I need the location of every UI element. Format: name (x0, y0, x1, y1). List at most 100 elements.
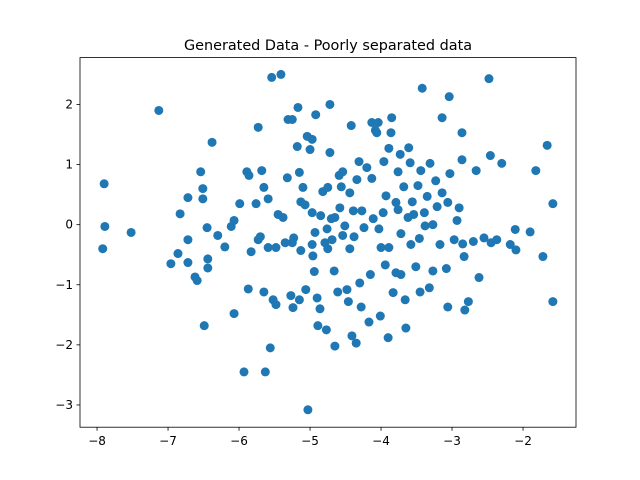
point (220, 242, 230, 252)
y-tick-label: 1 (65, 158, 73, 172)
point (538, 252, 548, 262)
point (308, 251, 318, 261)
point (307, 208, 317, 218)
point (437, 188, 447, 198)
point (260, 367, 270, 377)
point (511, 245, 521, 255)
point (259, 287, 269, 297)
y-tick-label: −1 (55, 278, 73, 292)
point (393, 167, 403, 177)
point (404, 143, 414, 153)
point (419, 208, 429, 218)
point (263, 243, 273, 253)
point (356, 302, 366, 312)
point (198, 184, 208, 194)
point (251, 199, 261, 209)
point (367, 118, 377, 128)
point (384, 243, 394, 253)
point (276, 69, 286, 79)
point (445, 169, 455, 179)
point (399, 182, 409, 192)
point (381, 191, 391, 201)
y-tick-label: −3 (55, 398, 73, 412)
point (406, 240, 416, 250)
point (325, 148, 335, 158)
point (196, 167, 206, 177)
point (336, 182, 346, 192)
point (338, 230, 348, 240)
point (246, 247, 256, 257)
x-tick-label: −4 (372, 434, 390, 448)
point (424, 283, 434, 293)
point (296, 246, 306, 256)
point (202, 223, 212, 233)
point (396, 229, 406, 239)
x-tick-label: −8 (88, 434, 106, 448)
point (207, 137, 217, 147)
point (458, 239, 468, 249)
point (531, 166, 541, 176)
point (345, 244, 355, 254)
point (443, 302, 453, 312)
point (312, 293, 322, 303)
point (374, 224, 384, 234)
point (387, 113, 397, 123)
point (329, 266, 339, 276)
point (355, 278, 365, 288)
point (416, 166, 426, 176)
point (454, 203, 464, 213)
point (333, 287, 343, 297)
point (259, 182, 269, 192)
point (267, 72, 277, 82)
point (338, 167, 348, 177)
point (425, 158, 435, 168)
point (321, 325, 331, 335)
point (323, 244, 333, 254)
point (395, 149, 405, 159)
point (229, 215, 239, 225)
point (349, 232, 359, 242)
point (437, 113, 447, 123)
point (253, 122, 263, 132)
x-tick-label: −2 (514, 434, 532, 448)
point (372, 128, 382, 138)
point (340, 221, 350, 231)
point (265, 343, 275, 353)
point (292, 142, 302, 152)
point (309, 267, 319, 277)
point (327, 235, 337, 245)
y-tick-label: 0 (65, 218, 73, 232)
point (407, 197, 417, 207)
point (449, 235, 459, 245)
point (367, 173, 377, 183)
x-tick-label: −7 (159, 434, 177, 448)
point (213, 230, 223, 240)
point (422, 191, 432, 201)
point (310, 227, 320, 237)
point (293, 102, 303, 112)
point (330, 212, 340, 222)
point (428, 220, 438, 230)
point (345, 188, 355, 198)
point (316, 211, 326, 221)
point (388, 288, 398, 298)
point (391, 197, 401, 207)
point (459, 252, 469, 262)
point (484, 74, 494, 84)
point (365, 270, 375, 280)
point (255, 232, 265, 242)
point (396, 270, 406, 280)
point (431, 176, 441, 186)
point (413, 181, 423, 191)
point (542, 140, 552, 150)
point (98, 244, 108, 254)
point (198, 194, 208, 204)
point (257, 166, 267, 176)
point (343, 297, 353, 307)
y-tick-label: 2 (65, 97, 73, 111)
point (192, 276, 202, 286)
point (548, 297, 558, 307)
point (510, 224, 520, 234)
